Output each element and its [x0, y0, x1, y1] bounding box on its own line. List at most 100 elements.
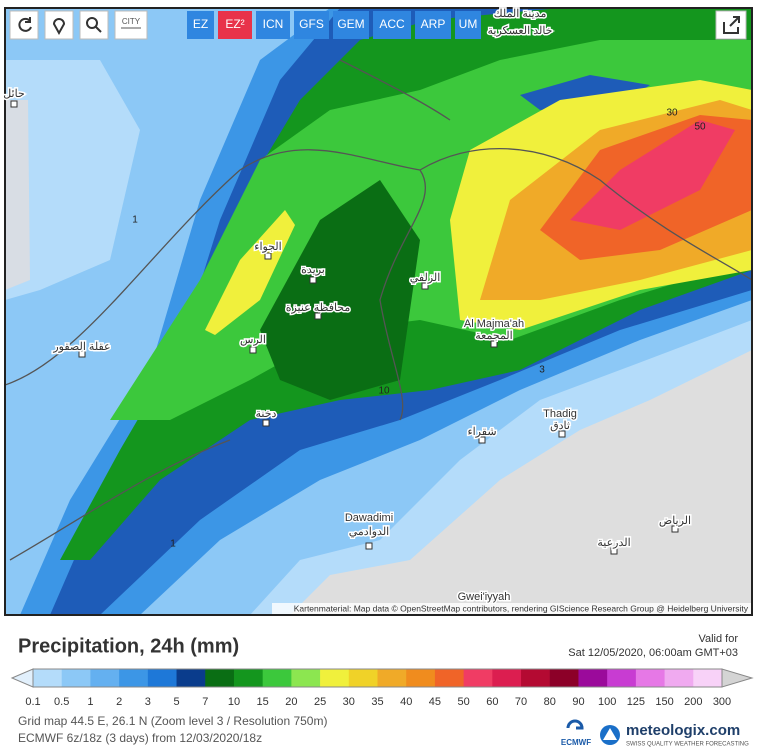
scale-over	[721, 668, 754, 688]
scale-cell	[233, 669, 264, 687]
model-tab-label: ARP	[421, 17, 446, 31]
model-tab-label: ICN	[263, 17, 284, 31]
place-label: الجواء	[254, 241, 281, 253]
scale-cell	[90, 669, 120, 687]
scale-cell	[147, 669, 178, 687]
contour-label: 30	[666, 108, 678, 119]
dry-area	[290, 350, 752, 615]
model-tab[interactable]	[373, 11, 411, 39]
model-tab-label: UM	[459, 17, 478, 31]
scale-cell	[463, 669, 493, 687]
scale-cell	[377, 669, 407, 687]
map-border	[4, 7, 753, 616]
valid-for: Valid for	[698, 633, 738, 645]
toolbar[interactable]: CITY	[9, 10, 747, 40]
place-label: خالد العسكرية	[488, 25, 553, 37]
brand-logo	[603, 728, 617, 740]
place-marker	[671, 525, 679, 533]
scale-label: 300	[713, 696, 731, 708]
dry-area	[5, 100, 30, 290]
place-label: Al Majma'ah	[464, 318, 524, 330]
scale-cell	[176, 669, 206, 687]
zoom-icon	[95, 26, 102, 33]
place-label: حائل	[3, 88, 25, 100]
tagline: SWISS QUALITY WEATHER FORECASTING	[626, 742, 749, 748]
model-tab-label: GFS	[299, 17, 324, 31]
valid-time: Sat 12/05/2020, 06:00am GMT+03	[568, 647, 738, 659]
scale-cell	[348, 669, 378, 687]
model-tab[interactable]	[333, 11, 369, 39]
place-marker	[490, 340, 498, 348]
refresh-button[interactable]	[9, 10, 39, 40]
footer: Grid map 44.5 E, 26.1 N (Zoom level 3 / …	[18, 714, 749, 747]
scale-label: 3	[145, 696, 151, 708]
scale-label: 20	[285, 696, 297, 708]
ecmwf-logo	[566, 719, 584, 730]
place-label: محافظة عنيزة	[286, 302, 351, 314]
scale-cell	[291, 669, 321, 687]
scale-label: 70	[515, 696, 527, 708]
place-marker	[314, 312, 322, 320]
refresh-icon	[18, 17, 32, 32]
model-tab[interactable]	[294, 11, 329, 39]
color-scale: 0.1 0.5 1 2 3 5 7 10 15 20 25 30 35 40 45 50 60 70 80 90 100…	[10, 668, 754, 708]
zoom-button[interactable]	[79, 10, 109, 40]
locate-icon	[52, 18, 66, 36]
scale-label: 40	[400, 696, 412, 708]
model-tab[interactable]	[218, 11, 252, 39]
model-tab[interactable]	[455, 11, 481, 39]
scale-cell	[320, 669, 350, 687]
place-marker	[309, 276, 317, 284]
place-marker	[78, 350, 86, 358]
brand: meteologix.com	[626, 722, 740, 739]
model-tab[interactable]	[415, 11, 451, 39]
place-marker	[10, 100, 18, 108]
scale-cell	[61, 669, 91, 687]
place-label: ثادق	[550, 420, 570, 432]
share-icon	[723, 16, 740, 34]
scale-border	[32, 668, 723, 688]
place-label: الرس	[240, 334, 266, 346]
zoom-icon	[86, 17, 98, 29]
place-marker	[249, 346, 257, 354]
contour-label: 1	[132, 215, 138, 226]
place-label: المجمعة	[475, 330, 512, 342]
scale-label: 30	[343, 696, 355, 708]
place-marker	[262, 419, 270, 427]
contour-label: 50	[694, 122, 706, 133]
contour-label: 3	[539, 365, 545, 376]
scale-label: 2	[116, 696, 122, 708]
scale-label: 50	[458, 696, 470, 708]
scale-label: 60	[486, 696, 498, 708]
model-tab[interactable]	[187, 11, 214, 39]
legend: Precipitation, 24h (mm) Valid for Sat 12…	[10, 633, 754, 708]
precip-area	[205, 210, 295, 335]
place-marker	[264, 252, 272, 260]
scale-label: 10	[228, 696, 240, 708]
ecmwf-label: ECMWF	[561, 738, 591, 747]
place-label: بريدة	[301, 264, 325, 276]
precip-area	[570, 120, 735, 230]
scale-cell	[664, 669, 694, 687]
scale-cell	[693, 669, 723, 687]
place-label: عقلة الصقور	[52, 341, 110, 353]
scale-cell	[33, 669, 63, 687]
place-label: Gwei'iyyah	[458, 591, 511, 603]
scale-cell	[521, 669, 551, 687]
place-marker	[365, 542, 373, 550]
model-run: ECMWF 6z/18z (3 days) from 12/03/2020/18…	[18, 731, 262, 745]
attribution-bg	[272, 603, 752, 615]
scale-under	[10, 668, 34, 688]
model-tab[interactable]	[256, 11, 290, 39]
model-tab-label: GEM	[337, 17, 364, 31]
place-marker	[478, 436, 486, 444]
contour-label: 1	[170, 539, 176, 550]
precip-area	[260, 180, 420, 400]
scale-cell	[119, 669, 149, 687]
scale-label: 80	[544, 696, 556, 708]
city-button[interactable]	[114, 10, 148, 40]
contour-label: 10	[378, 386, 390, 397]
place-label: Dawadimi	[345, 512, 393, 524]
model-tab-label: EZ	[193, 17, 208, 31]
scale-label: 90	[572, 696, 584, 708]
